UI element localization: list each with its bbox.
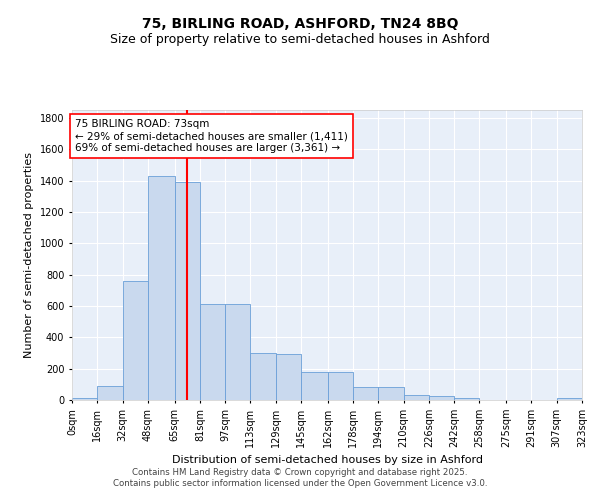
Bar xyxy=(97,386,122,400)
Bar xyxy=(557,398,582,400)
Text: Size of property relative to semi-detached houses in Ashford: Size of property relative to semi-detach… xyxy=(110,32,490,46)
Text: 75 BIRLING ROAD: 73sqm
← 29% of semi-detached houses are smaller (1,411)
69% of : 75 BIRLING ROAD: 73sqm ← 29% of semi-det… xyxy=(75,120,348,152)
Bar xyxy=(72,398,97,400)
Bar xyxy=(353,388,379,400)
Bar xyxy=(175,182,200,400)
X-axis label: Distribution of semi-detached houses by size in Ashford: Distribution of semi-detached houses by … xyxy=(172,456,482,466)
Y-axis label: Number of semi-detached properties: Number of semi-detached properties xyxy=(24,152,34,358)
Bar xyxy=(148,176,175,400)
Bar xyxy=(275,354,301,400)
Bar xyxy=(454,398,479,400)
Bar xyxy=(404,396,429,400)
Bar xyxy=(250,353,275,400)
Bar xyxy=(429,396,454,400)
Bar xyxy=(301,372,328,400)
Text: Contains HM Land Registry data © Crown copyright and database right 2025.
Contai: Contains HM Land Registry data © Crown c… xyxy=(113,468,487,487)
Text: 75, BIRLING ROAD, ASHFORD, TN24 8BQ: 75, BIRLING ROAD, ASHFORD, TN24 8BQ xyxy=(142,18,458,32)
Bar xyxy=(328,372,353,400)
Bar xyxy=(200,304,225,400)
Bar xyxy=(122,281,148,400)
Bar xyxy=(225,304,250,400)
Bar xyxy=(379,388,404,400)
